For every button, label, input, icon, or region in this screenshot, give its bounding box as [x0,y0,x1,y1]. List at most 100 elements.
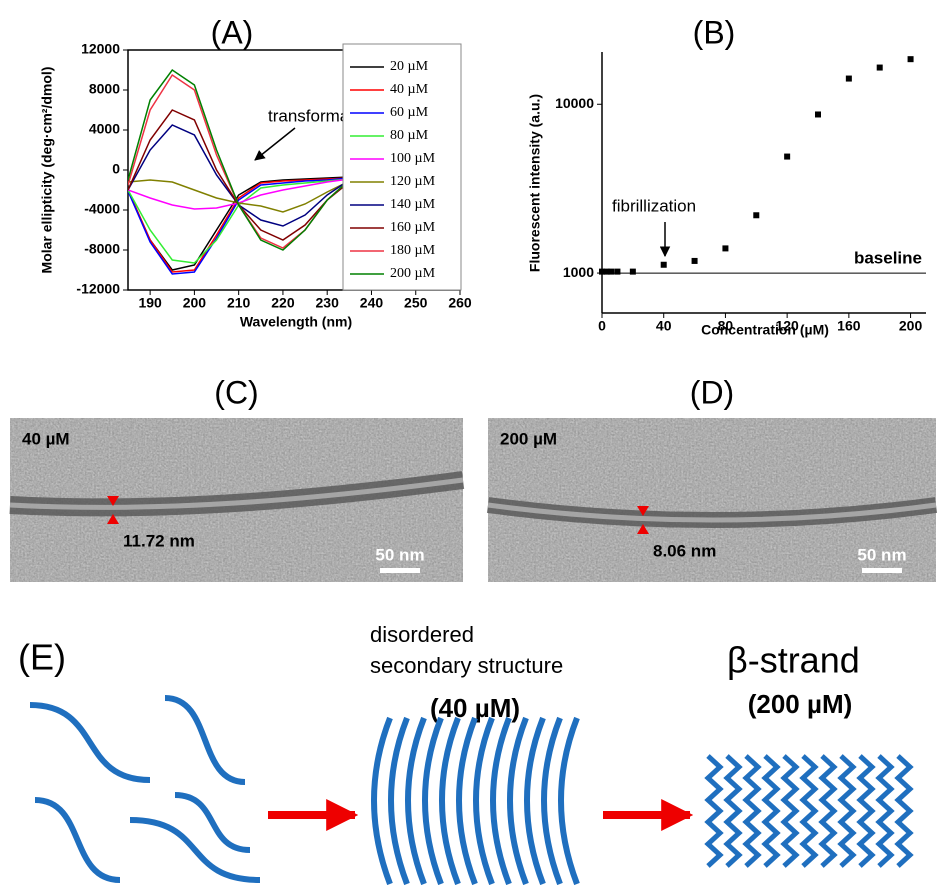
panel-title: (E) [18,637,66,678]
curve [128,177,350,273]
arched-strand [439,716,461,885]
panel-title: (D) [690,374,734,410]
curve [128,176,350,271]
x-axis-label: Concentration (µM) [701,322,829,338]
panel-b: 1000 10000 0 40 80 120 160 200 baseline fibrilliz… [555,52,926,334]
y-tick-label: 8000 [89,81,120,97]
legend: 20 µM 40 µM 60 µM 80 µM 100 µM 120 µM 140 µM 16… [342,43,462,291]
arched-strand [388,716,410,885]
arched-strand [490,716,512,885]
baseline-label: baseline [854,249,922,268]
panel-title: (C) [214,374,258,410]
arched-strand [371,716,393,885]
x-tick-label: 220 [271,295,295,311]
y-tick-label: 12000 [81,41,120,57]
zigzag-strand [723,754,743,868]
micrograph: (D) 8.06 nm 200 µM 50 nm [486,374,938,582]
point [845,75,852,82]
curve [128,73,350,249]
legend-label: 200 µM [390,266,436,281]
width-label: 11.72 nm [123,531,195,550]
zigzag-strand [761,754,781,868]
x-tick-label: 260 [448,295,472,311]
x-tick-label: 250 [404,295,428,311]
fiber-core [9,477,464,510]
curve [128,177,350,275]
arched-strand [507,716,529,885]
annotation: fibrillization [612,196,696,215]
point [876,64,883,71]
y-tick-label: -4000 [84,201,120,217]
legend-label: 40 µM [390,82,429,97]
panel-title: (B) [693,14,736,50]
x-tick-label: 120 [775,318,799,334]
schematic-shapes [29,695,914,885]
peptide [129,817,261,883]
legend-label: 80 µM [390,128,429,143]
point [629,268,636,275]
label: disordered [370,622,474,647]
zigzag-strand [742,754,762,868]
concentration-label: 200 µM [500,429,557,448]
legend-label: 160 µM [390,220,436,235]
y-tick-label: 1000 [563,264,594,280]
y-axis-label: Fluorescent intensity (a.u.) [527,94,543,272]
point [907,56,914,63]
point [603,268,610,275]
zigzag-strand [856,754,876,868]
label: β-strand [727,640,860,681]
arched-strand [558,716,580,885]
x-tick-label: 160 [837,318,861,334]
width-label: 8.06 nm [653,541,716,560]
x-tick-label: 80 [718,318,734,334]
point [815,111,821,118]
peptide [29,702,151,783]
scale-bar [380,568,420,573]
marker-bottom [107,514,119,524]
legend-label: 100 µM [390,151,436,166]
scale-label: 50 nm [857,545,906,564]
zigzag-strand [799,754,819,868]
zigzag-strand [837,754,857,868]
fiber-core [487,502,937,523]
x-tick-label: 0 [598,318,606,334]
zigzag-strand [894,754,914,868]
concentration-label: 40 µM [22,429,70,448]
y-tick-label: 4000 [89,121,120,137]
annotation-arrow [254,127,296,161]
curve [128,109,350,241]
arched-strand [524,716,546,885]
zigzag-strand [875,754,895,868]
y-tick-label: -12000 [76,281,120,297]
arched-strand [405,716,427,885]
arched-strand [456,716,478,885]
y-tick-label: -8000 [84,241,120,257]
x-tick-label: 230 [316,295,340,311]
peptide [174,792,251,853]
point [614,268,621,275]
micrographs: (C) 11.72 nm 40 µM 50 nm (D) 8.06 nm 200 µM 50 … [9,374,938,582]
scale-bar [862,568,902,573]
marker-top [107,496,119,506]
arched-strand [541,716,563,885]
panel-a: -12000 -8000 -4000 0 4000 8000 12000 190 200 210 2… [76,41,471,311]
panel-title: (A) [211,14,254,50]
curve [128,124,350,227]
curve [128,68,350,251]
micrograph: (C) 11.72 nm 40 µM 50 nm [9,374,465,582]
marker-bottom [637,524,649,534]
x-tick-label: 200 [183,295,207,311]
curve [128,178,350,264]
arched-strand [473,716,495,885]
x-tick-label: 240 [360,295,384,311]
image-grain [488,418,936,582]
label: (200 µM) [748,689,853,719]
y-axis-label: Molar ellipticity (deg·cm²/dmol) [39,67,55,274]
legend-label: 140 µM [390,197,436,212]
legend-label: 60 µM [390,105,429,120]
x-tick-label: 200 [899,318,923,334]
point [660,261,667,268]
point [599,268,605,275]
scale-label: 50 nm [375,545,424,564]
